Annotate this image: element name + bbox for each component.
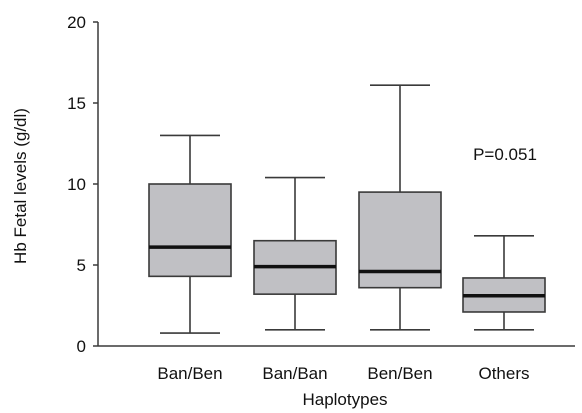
iqr-box <box>148 183 232 278</box>
box-ban-ben <box>148 134 232 334</box>
x-axis-title: Haplotypes <box>302 390 387 409</box>
p-value-annotation: P=0.051 <box>473 145 537 164</box>
x-tick-label: Others <box>478 364 529 383</box>
box-ben-ben <box>358 84 442 331</box>
x-axis-tick-labels: Ban/Ben Ban/Ban Ben/Ben Others <box>157 364 529 383</box>
y-tick-label: 20 <box>67 13 86 32</box>
box-ban-ban <box>253 176 337 331</box>
y-tick-label: 15 <box>67 94 86 113</box>
y-axis-title: Hb Fetal levels (g/dl) <box>11 108 30 264</box>
y-tick-label: 0 <box>77 337 86 356</box>
x-tick-label: Ban/Ben <box>157 364 222 383</box>
x-tick-label: Ben/Ben <box>367 364 432 383</box>
box-others <box>462 235 546 331</box>
x-tick-label: Ban/Ban <box>262 364 327 383</box>
y-axis-ticks: 0 5 10 15 20 <box>67 13 98 356</box>
boxes <box>148 84 546 334</box>
iqr-box <box>358 191 442 289</box>
y-tick-label: 5 <box>77 256 86 275</box>
y-tick-label: 10 <box>67 175 86 194</box>
